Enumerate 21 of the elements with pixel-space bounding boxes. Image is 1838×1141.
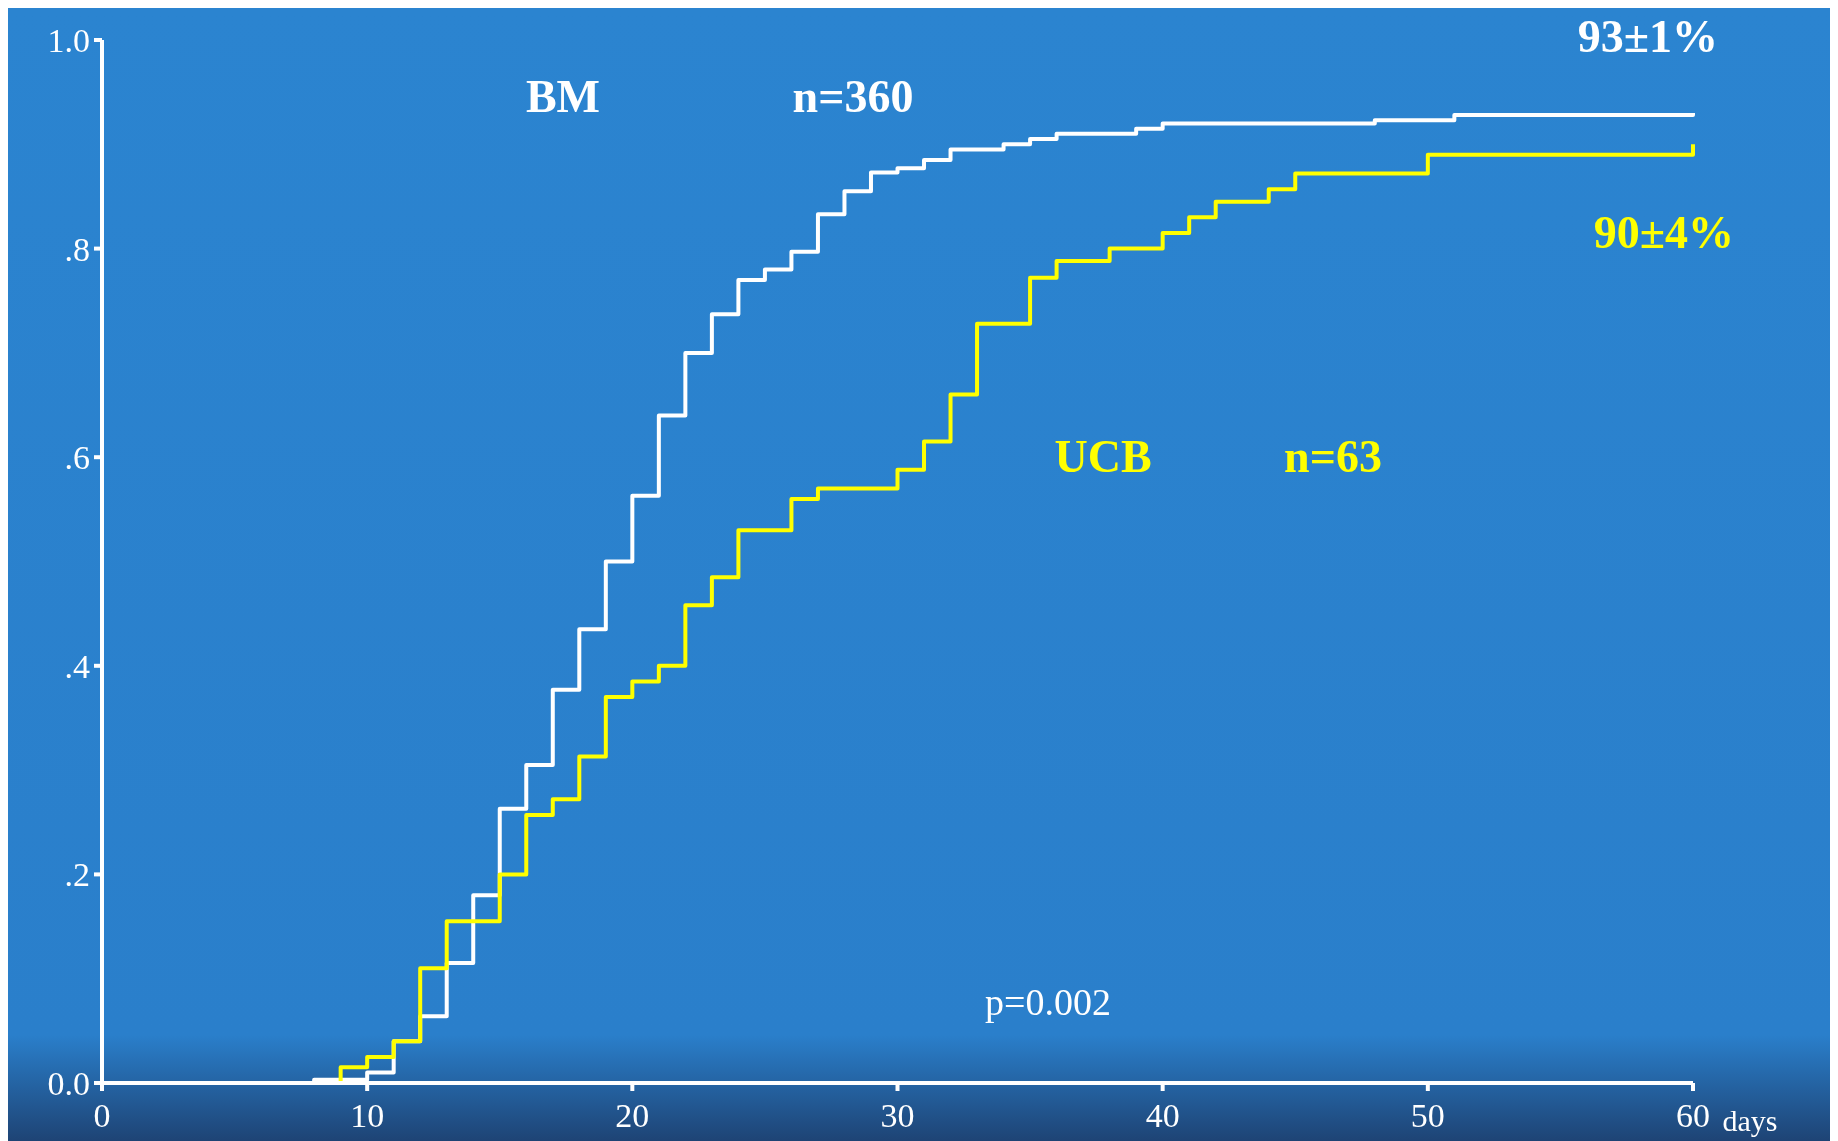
x-tick-label: 30 [880,1097,915,1134]
x-tick-label: 20 [615,1097,650,1134]
y-tick-label: 0.0 [47,1065,90,1102]
annotation: n=63 [1284,431,1382,482]
text: BM [525,71,601,122]
annotation: 93±1% [1577,11,1718,62]
y-tick-label: 1.0 [47,22,90,59]
x-tick-label: 60 [1676,1097,1710,1134]
x-tick-label: 40 [1145,1097,1180,1134]
x-tick-label: 0 [93,1097,111,1134]
y-tick-label: .2 [64,856,90,894]
y-tick-label: .8 [64,230,90,268]
x-tick-label: 50 [1410,1097,1445,1134]
annotation: n=360 [792,71,914,122]
x-tick-label: 10 [350,1097,385,1134]
annotation: 90±4% [1593,207,1734,258]
series-label: UCB [1054,431,1152,482]
y-tick-label: .6 [64,439,90,477]
x-axis-title: days [1722,1104,1778,1137]
annotation: p=0.002 [985,981,1111,1023]
y-tick-label: .4 [64,647,90,685]
